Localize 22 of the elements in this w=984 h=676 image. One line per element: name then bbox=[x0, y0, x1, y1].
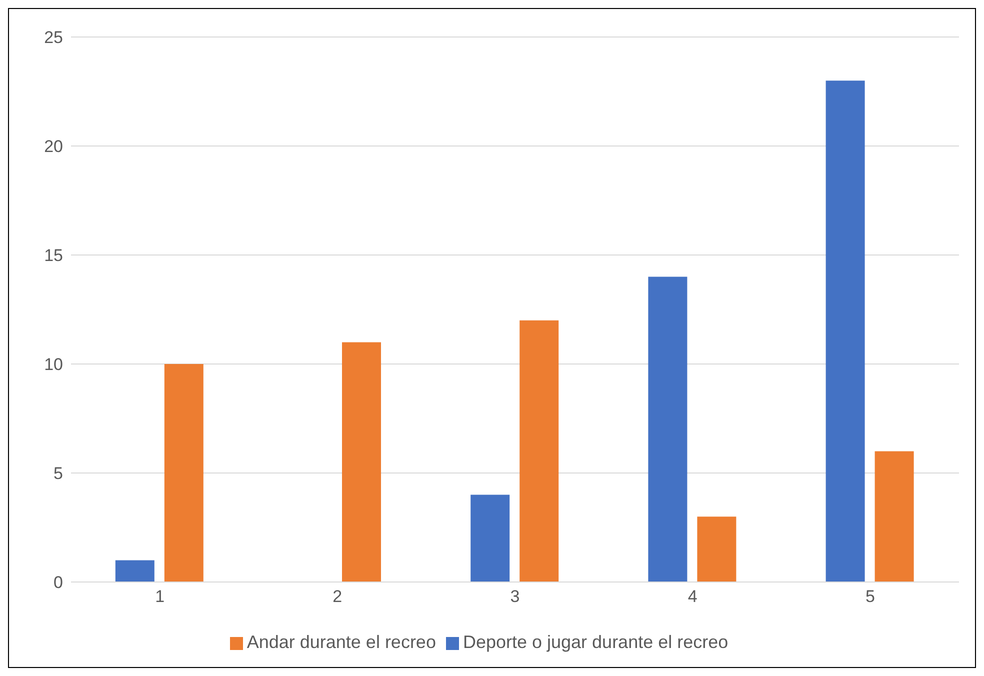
bar bbox=[826, 80, 865, 582]
x-tick-label: 4 bbox=[688, 587, 698, 606]
y-tick-label: 25 bbox=[44, 28, 63, 48]
y-tick-label: 5 bbox=[54, 464, 63, 484]
y-tick-label: 15 bbox=[44, 246, 63, 266]
y-tick-label: 10 bbox=[44, 355, 63, 374]
bar bbox=[520, 320, 559, 582]
bar bbox=[115, 560, 154, 582]
x-tick-label: 2 bbox=[332, 587, 342, 606]
y-tick-label: 20 bbox=[44, 137, 63, 156]
legend-label: Deporte o jugar durante el recreo bbox=[462, 632, 728, 652]
bar bbox=[164, 364, 204, 582]
x-tick-label: 5 bbox=[865, 587, 875, 606]
bar bbox=[470, 494, 510, 582]
bar bbox=[648, 276, 688, 582]
bar bbox=[874, 451, 914, 582]
x-tick-label: 3 bbox=[510, 587, 520, 606]
x-tick-label: 1 bbox=[155, 587, 165, 606]
bar bbox=[697, 516, 736, 582]
legend-label: Andar durante el recreo bbox=[246, 632, 436, 652]
y-tick-label: 0 bbox=[54, 573, 63, 592]
bar bbox=[342, 342, 381, 582]
